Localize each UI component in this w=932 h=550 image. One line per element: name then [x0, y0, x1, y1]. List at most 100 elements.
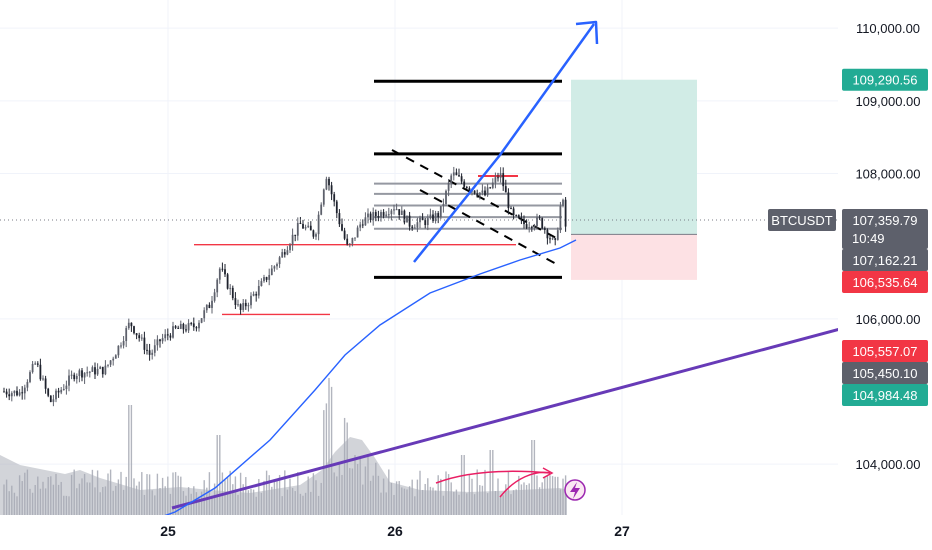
candle-body: [458, 175, 460, 177]
price-tick-label: 104,000.00: [855, 457, 920, 472]
candle-body: [424, 220, 427, 226]
candle-body: [413, 227, 416, 229]
candle-body: [34, 363, 37, 365]
candle-body: [135, 333, 138, 336]
candle-body: [114, 355, 117, 359]
forecast-arrow: [413, 23, 596, 263]
candle-body: [172, 326, 174, 338]
candle-body: [437, 213, 440, 218]
candle-body: [421, 217, 424, 221]
candle-body: [244, 302, 247, 307]
candle-body: [195, 327, 198, 329]
candle-body: [276, 264, 278, 267]
candle-body: [283, 252, 286, 255]
price-label-tag: [842, 249, 928, 272]
candle-body: [164, 334, 167, 339]
volume-ma-area: [0, 437, 567, 515]
price-tick-label: 106,000.00: [855, 312, 920, 327]
date-tick-label: 25: [160, 523, 176, 539]
candle-body: [398, 209, 401, 215]
candle-body: [439, 206, 442, 218]
candle-body: [491, 182, 494, 188]
candle-body: [107, 364, 109, 366]
price-label-text: 109,290.56: [852, 73, 917, 88]
candle-body: [325, 178, 328, 190]
candle-body: [374, 212, 377, 217]
price-label-text: 107,359.79: [852, 213, 917, 228]
candle-body: [263, 277, 265, 282]
candle-body: [31, 363, 34, 373]
candle-body: [315, 234, 317, 237]
candle-body: [255, 293, 258, 296]
candle-body: [489, 187, 492, 189]
candle-body: [26, 381, 29, 388]
candle-body: [265, 277, 268, 280]
candle-body: [369, 213, 372, 221]
candle-body: [351, 238, 354, 244]
candle-body: [174, 326, 177, 328]
candle-body: [55, 390, 57, 400]
grid-lines: [0, 0, 838, 515]
candle-body: [299, 222, 302, 224]
candle-body: [120, 345, 122, 347]
price-axis[interactable]: 110,000.00 109,000.00 108,000.00 106,000.00…: [855, 21, 920, 472]
candle-body: [109, 360, 112, 365]
candle-body: [559, 206, 562, 231]
flash-icon[interactable]: [564, 479, 586, 501]
candle-body: [507, 192, 510, 209]
time-axis[interactable]: 25 26 27: [160, 523, 630, 539]
candle-body: [510, 208, 512, 210]
candle-body: [473, 190, 476, 194]
candle-body: [429, 214, 432, 219]
candle-body: [60, 389, 63, 393]
candle-body: [83, 372, 86, 378]
candle-body: [354, 237, 356, 239]
price-label-tag: [842, 209, 928, 250]
candle-body: [442, 204, 445, 207]
price-tick-label: 110,000.00: [856, 21, 920, 36]
candle-body: [112, 358, 115, 361]
candle-body: [460, 176, 463, 182]
candle-body: [525, 224, 528, 229]
candle-body: [452, 172, 455, 176]
candle-body: [517, 215, 520, 218]
candle-body: [140, 337, 143, 339]
candle-body: [515, 215, 518, 217]
price-label-tag: [842, 68, 928, 91]
candle-body: [445, 190, 447, 205]
candle-body: [18, 392, 21, 396]
candle-body: [416, 222, 419, 228]
candle-body: [247, 305, 250, 307]
candle-body: [447, 182, 450, 191]
candle-body: [278, 257, 281, 265]
candle-body: [533, 225, 536, 228]
candle-body: [403, 210, 406, 223]
candle-body: [161, 338, 164, 342]
candle-body: [226, 274, 229, 289]
candle-body: [218, 268, 221, 280]
candle-body: [523, 218, 525, 225]
curve-annotation: [499, 471, 551, 498]
candle-body: [359, 224, 362, 228]
candle-body: [330, 185, 333, 195]
candle-body: [39, 364, 42, 380]
candle-body: [322, 189, 325, 205]
candle-body: [242, 302, 245, 310]
candle-body: [239, 304, 242, 310]
candle-body: [380, 212, 382, 218]
candle-body: [52, 399, 55, 402]
candle-body: [138, 335, 141, 339]
candle-body: [361, 224, 364, 226]
price-label-tag: [842, 383, 928, 406]
candle-body: [260, 281, 263, 287]
candle-body: [551, 238, 554, 240]
candle-body: [450, 175, 453, 183]
candle-body: [198, 322, 200, 329]
candle-body: [304, 227, 307, 229]
candle-body: [328, 178, 330, 186]
candles-layer: [3, 166, 567, 407]
forecast-arrowhead: [575, 20, 599, 45]
candle-body: [499, 173, 502, 178]
price-tick-label: 108,000.00: [855, 166, 920, 181]
